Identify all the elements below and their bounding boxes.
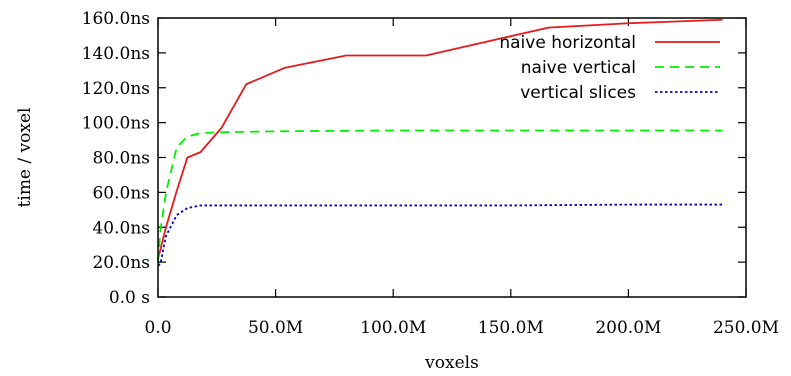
ticks-layer: 0.0 s 20.0ns 40.0ns 60.0ns 80.0ns 100.0ns 120.… <box>82 9 779 338</box>
y-tick-label: 0.0 s <box>109 288 150 308</box>
legend-label: naive horizontal <box>499 33 636 53</box>
y-tick-label: 60.0ns <box>92 183 150 203</box>
x-tick-label: 0.0 <box>144 318 171 338</box>
series-layer <box>157 18 723 267</box>
y-tick-label: 20.0ns <box>92 253 150 273</box>
y-tick-label: 100.0ns <box>82 114 150 134</box>
series-line-vertical-slices <box>157 203 723 267</box>
y-tick-label: 160.0ns <box>82 9 150 29</box>
plot-frame <box>157 17 747 298</box>
x-tick-label: 50.0M <box>248 318 303 338</box>
y-tick-label: 120.0ns <box>82 79 150 99</box>
legend: naive horizontal naive vertical vertical s… <box>499 33 720 103</box>
x-tick-label: 250.0M <box>713 318 779 338</box>
y-tick-label: 140.0ns <box>82 44 150 64</box>
x-axis-title: voxels <box>424 353 479 373</box>
x-tick-label: 100.0M <box>360 318 426 338</box>
x-tick-label: 150.0M <box>478 318 544 338</box>
legend-label: vertical slices <box>520 83 636 103</box>
y-axis-title: time / voxel <box>15 108 35 208</box>
series-line-naive-vertical <box>157 129 723 263</box>
series-line-naive-horizontal <box>157 18 723 259</box>
x-tick-label: 200.0M <box>595 318 661 338</box>
legend-label: naive vertical <box>521 58 636 78</box>
y-tick-label: 80.0ns <box>92 149 150 169</box>
y-tick-label: 40.0ns <box>92 218 150 238</box>
